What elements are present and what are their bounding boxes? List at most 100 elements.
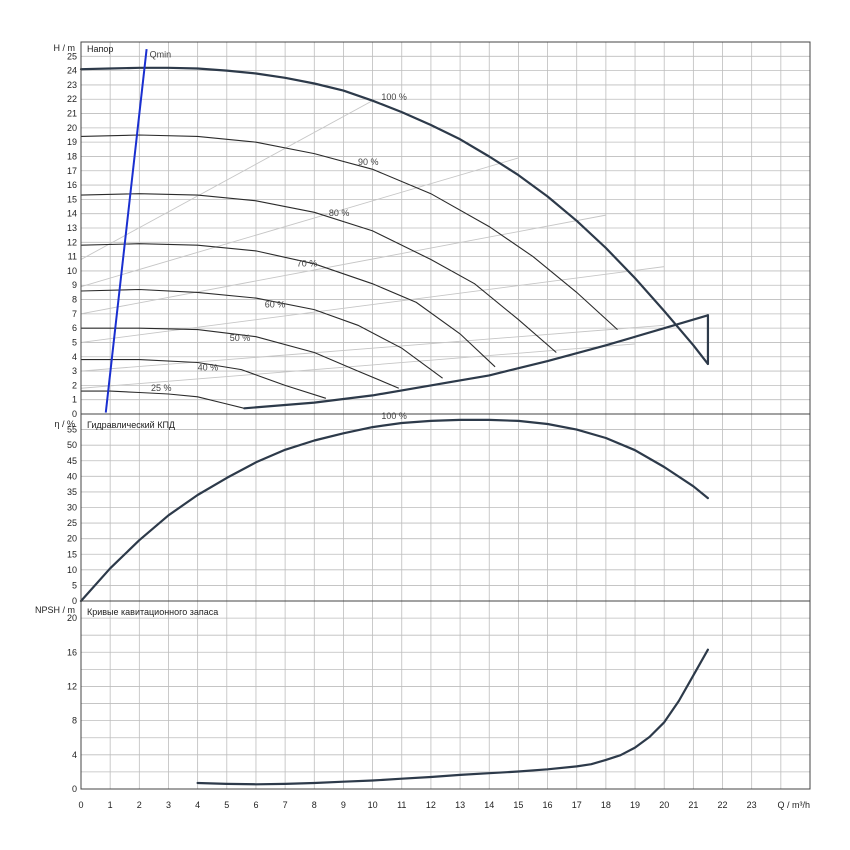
x-tick-label: 8 bbox=[312, 800, 317, 810]
y-tick-label: 2 bbox=[72, 380, 77, 390]
y-tick-label: 20 bbox=[67, 534, 77, 544]
head-curve-40 bbox=[81, 359, 327, 399]
frame bbox=[80, 41, 811, 790]
x-tick-label: 7 bbox=[283, 800, 288, 810]
efficiency-guide-line bbox=[80, 100, 373, 260]
y-tick-label: 0 bbox=[72, 409, 77, 419]
y-tick-label: 45 bbox=[67, 456, 77, 466]
y-tick-label: 55 bbox=[67, 425, 77, 435]
efficiency-guide-line bbox=[80, 266, 665, 343]
y-tick-label: 3 bbox=[72, 366, 77, 376]
x-tick-label: 6 bbox=[253, 800, 258, 810]
y-tick-label: 25 bbox=[67, 51, 77, 61]
panel-title-head: Напор bbox=[87, 44, 113, 54]
head-curve-80 bbox=[80, 193, 557, 353]
head-curve-70 bbox=[80, 243, 496, 368]
y-tick-label: 15 bbox=[67, 549, 77, 559]
curve-label-25: 25 % bbox=[151, 383, 172, 393]
labels: 100 %90 %80 %70 %60 %50 %40 %25 %Qmin100… bbox=[35, 43, 810, 810]
x-tick-label: 0 bbox=[78, 800, 83, 810]
x-tick-label: 22 bbox=[718, 800, 728, 810]
x-tick-label: 23 bbox=[747, 800, 757, 810]
x-tick-label: 1 bbox=[108, 800, 113, 810]
y-tick-label: 13 bbox=[67, 223, 77, 233]
x-tick-label: 16 bbox=[543, 800, 553, 810]
x-tick-label: 2 bbox=[137, 800, 142, 810]
y-axis-label-efficiency: η / % bbox=[54, 419, 75, 429]
efficiency-curve-label: 100 % bbox=[381, 411, 407, 421]
y-tick-label: 22 bbox=[67, 94, 77, 104]
y-tick-label: 15 bbox=[67, 194, 77, 204]
head-curve-25 bbox=[81, 390, 245, 409]
x-tick-label: 15 bbox=[513, 800, 523, 810]
y-tick-label: 16 bbox=[67, 647, 77, 657]
y-tick-label: 40 bbox=[67, 471, 77, 481]
y-tick-label: 14 bbox=[67, 209, 77, 219]
x-tick-label: 13 bbox=[455, 800, 465, 810]
y-tick-label: 9 bbox=[72, 280, 77, 290]
curve-label-70: 70 % bbox=[297, 259, 318, 269]
x-tick-label: 18 bbox=[601, 800, 611, 810]
x-axis-label: Q / m³/h bbox=[777, 800, 810, 810]
chart-frame bbox=[80, 41, 811, 790]
head-curve-100 bbox=[79, 66, 710, 365]
y-tick-label: 0 bbox=[72, 784, 77, 794]
efficiency-guide-line bbox=[80, 157, 519, 288]
npsh-curve bbox=[196, 648, 710, 786]
y-tick-label: 1 bbox=[72, 395, 77, 405]
head-curve-90 bbox=[80, 134, 618, 331]
y-tick-label: 12 bbox=[67, 237, 77, 247]
y-tick-label: 10 bbox=[67, 565, 77, 575]
x-tick-label: 10 bbox=[368, 800, 378, 810]
x-tick-label: 3 bbox=[166, 800, 171, 810]
x-tick-label: 5 bbox=[224, 800, 229, 810]
y-tick-label: 4 bbox=[72, 352, 77, 362]
y-tick-label: 16 bbox=[67, 180, 77, 190]
y-tick-label: 0 bbox=[72, 596, 77, 606]
y-tick-label: 25 bbox=[67, 518, 77, 528]
y-tick-label: 18 bbox=[67, 151, 77, 161]
y-axis-label-npsh: NPSH / m bbox=[35, 605, 75, 615]
system-boundary-curve bbox=[243, 314, 710, 410]
efficiency-guide-line bbox=[80, 343, 636, 389]
panel-title-npsh: Кривые кавитационного запаса bbox=[87, 607, 218, 617]
y-tick-label: 10 bbox=[67, 266, 77, 276]
x-tick-label: 14 bbox=[484, 800, 494, 810]
panel-title-efficiency: Гидравлический КПД bbox=[87, 420, 175, 430]
y-tick-label: 50 bbox=[67, 440, 77, 450]
curve-label-100: 100 % bbox=[381, 92, 407, 102]
y-tick-label: 20 bbox=[67, 123, 77, 133]
curve-label-80: 80 % bbox=[329, 208, 350, 218]
curves bbox=[79, 49, 710, 786]
y-tick-label: 35 bbox=[67, 487, 77, 497]
y-tick-label: 30 bbox=[67, 503, 77, 513]
curve-label-90: 90 % bbox=[358, 157, 379, 167]
y-tick-label: 21 bbox=[67, 109, 77, 119]
x-tick-label: 12 bbox=[426, 800, 436, 810]
y-tick-label: 17 bbox=[67, 166, 77, 176]
y-axis-label-head: H / m bbox=[54, 43, 76, 53]
y-tick-label: 7 bbox=[72, 309, 77, 319]
y-tick-label: 11 bbox=[68, 252, 77, 262]
y-tick-label: 12 bbox=[67, 681, 77, 691]
y-tick-label: 20 bbox=[67, 613, 77, 623]
grid bbox=[80, 42, 810, 789]
y-tick-label: 8 bbox=[72, 716, 77, 726]
y-tick-label: 5 bbox=[72, 580, 77, 590]
y-tick-label: 8 bbox=[72, 295, 77, 305]
curve-label-60: 60 % bbox=[265, 299, 286, 309]
curve-label-50: 50 % bbox=[230, 333, 251, 343]
head-curve-50 bbox=[81, 327, 400, 389]
y-tick-label: 5 bbox=[72, 337, 77, 347]
y-tick-label: 6 bbox=[72, 323, 77, 333]
qmin-label: Qmin bbox=[150, 50, 172, 60]
y-tick-label: 4 bbox=[72, 750, 77, 760]
x-tick-label: 11 bbox=[397, 800, 406, 810]
x-tick-label: 9 bbox=[341, 800, 346, 810]
y-tick-label: 19 bbox=[67, 137, 77, 147]
curve-label-40: 40 % bbox=[198, 362, 219, 372]
x-tick-label: 19 bbox=[630, 800, 640, 810]
head-curve-60 bbox=[80, 288, 443, 379]
x-tick-label: 4 bbox=[195, 800, 200, 810]
